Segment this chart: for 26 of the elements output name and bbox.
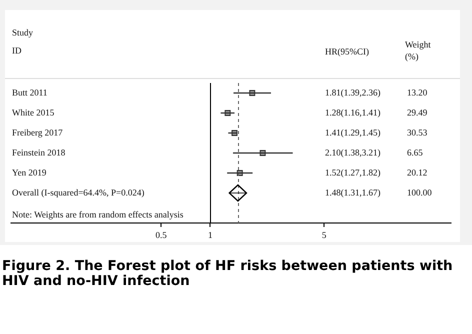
annotation: 1.28(1.16,1.41) <box>325 107 380 118</box>
text: HR(95%CI) <box>325 46 369 56</box>
y-tick-label: Freiberg 2017 <box>12 127 64 138</box>
x-tick-label: 5 <box>322 230 327 240</box>
annotation: 1.41(1.29,1.45) <box>325 127 380 138</box>
annotation: Note: Weights are from random effects analysis <box>12 209 184 220</box>
annotation: 2.10(1.38,3.21) <box>325 147 380 158</box>
annotation: 30.53 <box>407 127 428 138</box>
y-tick-label: Yen 2019 <box>12 167 47 178</box>
y-tick-label: Overall (I-squared=64.4%, P=0.024) <box>12 187 144 198</box>
text: Weight (%) <box>405 39 432 62</box>
y-tick-label: White 2015 <box>12 107 55 118</box>
annotation: 29.49 <box>407 107 428 118</box>
text: Figure 2. The Forest plot of HF risks between patients with HIV and no-HIV infection <box>2 258 454 289</box>
y-tick-label: Butt 2011 <box>12 87 48 98</box>
x-tick-label: 1 <box>208 230 212 240</box>
annotation: 20.12 <box>407 167 428 178</box>
annotation: 6.65 <box>407 147 424 158</box>
x-tick-label: 0.5 <box>155 230 168 240</box>
y-axis-title: Study ID <box>12 27 34 56</box>
annotation: 100.00 <box>407 187 432 198</box>
annotation: 1.52(1.27,1.82) <box>325 167 380 178</box>
y-tick-label: Feinstein 2018 <box>12 147 66 158</box>
annotation: 1.48(1.31,1.67) <box>325 187 380 198</box>
annotation: 1.81(1.39,2.36) <box>325 87 380 98</box>
annotation: 13.20 <box>407 87 428 98</box>
